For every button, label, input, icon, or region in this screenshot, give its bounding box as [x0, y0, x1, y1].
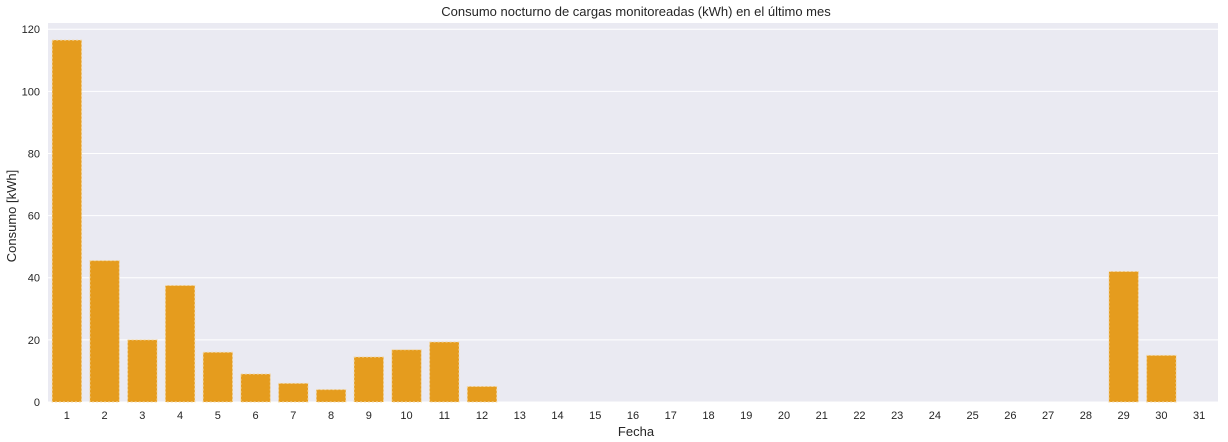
x-tick-label: 21: [816, 410, 828, 422]
x-tick-label: 12: [476, 410, 488, 422]
bar: [240, 373, 271, 403]
bar: [1108, 271, 1139, 403]
x-tick-label: 23: [891, 410, 903, 422]
bar: [353, 356, 385, 403]
x-tick-label: 22: [853, 410, 865, 422]
bar: [391, 349, 422, 403]
bars: [51, 39, 1177, 403]
x-tick-label: 14: [551, 410, 563, 422]
x-tick-label: 8: [328, 410, 334, 422]
x-tick-label: 29: [1118, 410, 1130, 422]
y-tick-label: 20: [28, 335, 40, 347]
x-axis-label: Fecha: [618, 424, 655, 439]
bar: [278, 382, 309, 403]
x-tick-label: 15: [589, 410, 601, 422]
x-tick-label: 10: [400, 410, 412, 422]
bar: [315, 389, 347, 403]
x-tick-label: 6: [253, 410, 259, 422]
x-tick-label: 18: [702, 410, 714, 422]
bar: [127, 339, 158, 403]
bar: [51, 39, 83, 403]
x-tick-label: 16: [627, 410, 639, 422]
x-tick-label: 19: [740, 410, 752, 422]
x-tick-label: 26: [1004, 410, 1016, 422]
bar: [164, 285, 196, 403]
x-tick-label: 2: [102, 410, 108, 422]
x-tick-label: 13: [514, 410, 526, 422]
y-axis-label: Consumo [kWh]: [4, 170, 19, 262]
bar: [466, 385, 498, 403]
bar: [1146, 354, 1177, 403]
grid-lines: [48, 28, 1218, 403]
x-tick-label: 1: [64, 410, 70, 422]
x-tick-label: 30: [1155, 410, 1167, 422]
x-tick-label: 9: [366, 410, 372, 422]
y-tick-label: 120: [22, 24, 40, 36]
x-tick-label: 11: [439, 410, 450, 422]
x-tick-label: 31: [1193, 410, 1205, 422]
chart-title: Consumo nocturno de cargas monitoreadas …: [441, 4, 831, 19]
x-tick-label: 24: [929, 410, 941, 422]
x-tick-label: 27: [1042, 410, 1054, 422]
x-tick-label: 3: [139, 410, 145, 422]
x-tick-label: 25: [967, 410, 979, 422]
y-tick-label: 80: [28, 148, 40, 160]
x-tick-label: 7: [290, 410, 296, 422]
x-tick-label: 17: [665, 410, 677, 422]
y-tick-label: 0: [34, 397, 40, 409]
x-tick-label: 5: [215, 410, 221, 422]
bar: [89, 260, 120, 403]
plot-background: [48, 23, 1218, 402]
x-tick-labels: 1 2 3 4 5 6 7 8 9 10 11 12 13 14 15 16 17 18 19 20 21 22 23 24 2…: [64, 410, 1205, 422]
bar: [202, 351, 234, 403]
y-tick-label: 60: [28, 211, 40, 223]
bar: [429, 341, 460, 403]
x-tick-label: 28: [1080, 410, 1092, 422]
x-tick-label: 4: [177, 410, 183, 422]
y-tick-labels: 0 20 40 60 80 100 120: [22, 24, 40, 409]
y-tick-label: 100: [22, 86, 40, 98]
y-tick-label: 40: [28, 273, 40, 285]
x-tick-label: 20: [778, 410, 790, 422]
